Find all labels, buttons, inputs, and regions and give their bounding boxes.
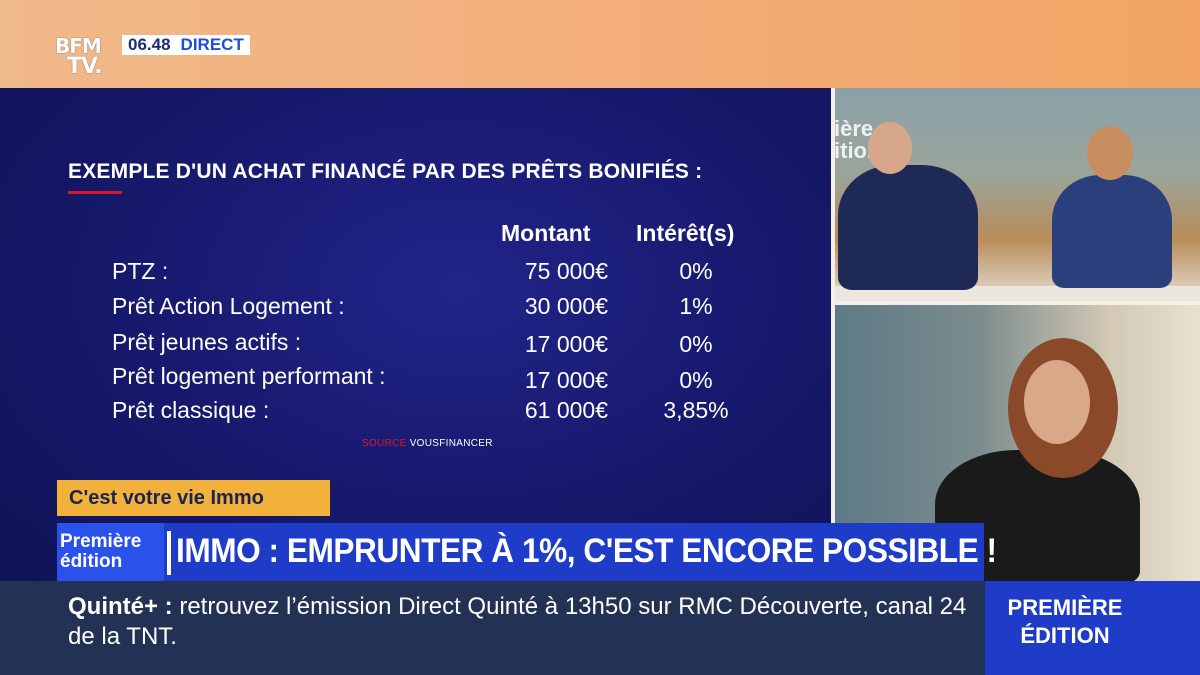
program-name-line2: ÉDITION [1020,623,1110,648]
title-underline [68,191,122,194]
row-label: Prêt jeunes actifs : [112,329,302,355]
row-label: Prêt Action Logement : [112,293,345,319]
edition-badge: Première édition [57,523,164,581]
clock-time: 06.48 [128,35,171,54]
studio-desk [834,286,1200,302]
row-rate: 1% [679,293,713,319]
channel-logo: BFM TV. [55,34,117,84]
row-amount: 17 000€ [524,367,608,393]
headline-bar [57,523,984,581]
edition-badge-line2: édition [60,551,123,572]
column-header-amount: Montant [501,220,591,246]
panel-separator [831,88,835,588]
source-credit: SOURCE VOUSFINANCER [362,438,493,449]
ticker-keyword: Quinté+ : [68,593,173,620]
clock-badge: 06.48 DIRECT [122,35,250,55]
program-corner [985,581,1200,675]
source-key: SOURCE [362,438,407,449]
row-label: Prêt classique : [112,397,270,423]
row-amount: 61 000€ [524,397,608,423]
row-amount: 75 000€ [524,258,608,284]
row-amount: 30 000€ [524,293,608,319]
ticker-text: retrouvez l’émission Direct Quinté à 13h… [68,593,967,650]
live-label: DIRECT [180,35,244,54]
headline-divider [167,531,171,575]
program-name: PREMIÈRE ÉDITION [985,594,1145,650]
ticker-message: Quinté+ : retrouvez l’émission Direct Qu… [68,592,968,652]
program-name-line1: PREMIÈRE [1007,595,1123,620]
source-value: VOUSFINANCER [409,438,493,449]
column-header-rate: Intérêt(s) [636,220,735,246]
logo-line2: TV. [67,54,103,79]
row-rate: 0% [679,367,713,393]
row-rate: 0% [679,258,713,284]
edition-badge-line1: Première [60,531,142,552]
graphic-title: EXEMPLE D'UN ACHAT FINANCÉ PAR DES PRÊTS… [68,160,703,183]
row-label: Prêt logement performant : [112,363,386,389]
video-separator [834,301,1200,305]
logo-line1: BFM [55,34,102,58]
row-amount: 17 000€ [524,331,608,357]
category-tag: C'est votre vie Immo [57,480,330,516]
row-rate: 3,85% [663,397,729,423]
headline-text: IMMO : EMPRUNTER À 1%, C'EST ENCORE POSS… [176,532,997,570]
row-label: PTZ : [112,258,169,284]
news-ticker [0,581,985,675]
row-rate: 0% [679,331,713,357]
